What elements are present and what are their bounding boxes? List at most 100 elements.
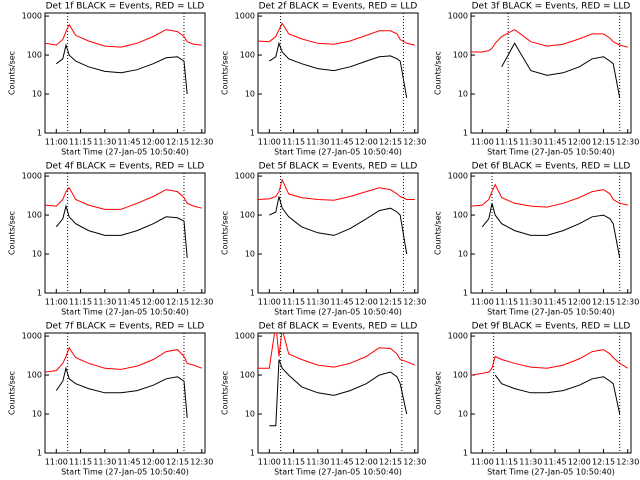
panel: 1 10 100 1000 11:00 11:15 11:30 11:45 12:00 12:15… <box>221 2 427 157</box>
y-axis-label: Counts/sec <box>8 371 17 415</box>
panel: 1 10 100 1000 11:00 11:15 11:30 11:45 12:00 12:15… <box>8 162 214 317</box>
plot-frame <box>257 172 419 294</box>
x-axis-label: Start Time (27-Jan-05 10:50:40) <box>61 308 189 317</box>
x-axis-label: Start Time (27-Jan-05 10:50:40) <box>487 308 615 317</box>
plot-lines <box>471 29 628 98</box>
x-tick-label: 12:30 <box>190 458 213 467</box>
y-tick-label: 1 <box>463 289 468 298</box>
x-tick-label: 11:30 <box>519 458 542 467</box>
x-tick-label: 12:00 <box>355 458 378 467</box>
x-tick-label: 11:30 <box>306 138 329 147</box>
panel: 1 10 100 1000 11:00 11:15 11:30 11:45 12:00 12:15… <box>434 2 640 157</box>
x-tick-label: 11:00 <box>258 138 281 147</box>
x-tick-label: 12:15 <box>592 298 615 307</box>
x-tick-label: 12:30 <box>403 138 426 147</box>
y-tick-label: 1000 <box>235 12 255 21</box>
series-line <box>471 349 629 376</box>
x-tick-label: 11:45 <box>331 138 354 147</box>
x-tick-label: 12:30 <box>403 298 426 307</box>
x-tick-label: 12:00 <box>355 298 378 307</box>
series-line <box>258 333 415 369</box>
x-tick-label: 12:00 <box>568 138 591 147</box>
x-tick-label: 11:15 <box>495 138 518 147</box>
x-axis-label: Start Time (27-Jan-05 10:50:40) <box>61 148 189 157</box>
chart-title: Det 3f BLACK = Events, RED = LLD <box>472 2 631 12</box>
x-tick-label: 12:30 <box>190 298 213 307</box>
y-tick-label: 10 <box>458 410 468 419</box>
x-tick-label: 12:15 <box>166 298 189 307</box>
y-tick-label: 100 <box>240 51 255 60</box>
plot-lines <box>45 186 202 258</box>
x-tick-label: 11:15 <box>69 138 92 147</box>
y-tick-label: 10 <box>245 410 255 419</box>
series-line <box>471 183 628 208</box>
x-tick-label: 11:00 <box>45 298 68 307</box>
panel: 1 10 100 1000 11:00 11:15 11:30 11:45 12:00 12:15… <box>434 162 640 317</box>
x-axis-label: Start Time (27-Jan-05 10:50:40) <box>274 308 402 317</box>
x-tick-label: 12:15 <box>166 138 189 147</box>
y-tick-label: 1 <box>250 289 255 298</box>
x-tick-label: 12:00 <box>355 138 378 147</box>
series-line <box>55 366 188 418</box>
series-line <box>45 23 202 48</box>
plot-frame <box>257 12 419 134</box>
x-axis-label: Start Time (27-Jan-05 10:50:40) <box>274 148 402 157</box>
chart-title: Det 1f BLACK = Events, RED = LLD <box>46 2 205 12</box>
x-tick-label: 12:15 <box>379 458 402 467</box>
series-line <box>258 178 415 201</box>
y-tick-label: 100 <box>27 371 42 380</box>
chart-title: Det 4f BLACK = Events, RED = LLD <box>46 162 205 172</box>
y-tick-label: 1000 <box>448 12 468 21</box>
y-tick-label: 1000 <box>22 332 42 341</box>
x-tick-label: 11:00 <box>45 138 68 147</box>
y-tick-label: 100 <box>240 371 255 380</box>
chart-title: Det 8f BLACK = Events, RED = LLD <box>259 322 418 332</box>
plot-frame <box>470 172 632 294</box>
x-tick-label: 11:45 <box>118 138 141 147</box>
x-tick-label: 12:00 <box>142 298 165 307</box>
x-tick-label: 12:15 <box>166 458 189 467</box>
plot-lines <box>258 22 415 98</box>
series-line <box>501 42 621 98</box>
x-tick-label: 11:30 <box>306 298 329 307</box>
x-tick-label: 11:00 <box>45 458 68 467</box>
y-axis-label: Counts/sec <box>221 211 230 255</box>
x-tick-label: 11:45 <box>331 458 354 467</box>
series-line <box>494 374 621 415</box>
panel: 1 10 100 1000 11:00 11:15 11:30 11:45 12:00 12:15… <box>8 322 214 477</box>
plot-lines <box>258 178 415 255</box>
y-tick-label: 1000 <box>448 332 468 341</box>
x-tick-label: 12:00 <box>568 458 591 467</box>
x-tick-label: 11:45 <box>118 298 141 307</box>
y-tick-label: 1000 <box>22 172 42 181</box>
x-tick-label: 12:15 <box>379 138 402 147</box>
y-tick-label: 1000 <box>22 12 42 21</box>
x-axis-label: Start Time (27-Jan-05 10:50:40) <box>487 468 615 477</box>
x-tick-label: 11:30 <box>519 298 542 307</box>
x-tick-label: 11:15 <box>282 298 305 307</box>
x-tick-label: 12:30 <box>616 298 639 307</box>
x-tick-label: 11:15 <box>69 458 92 467</box>
x-tick-label: 11:15 <box>282 458 305 467</box>
series-line <box>45 346 202 373</box>
y-axis-label: Counts/sec <box>8 211 17 255</box>
plot-frame <box>470 332 632 454</box>
x-tick-label: 12:00 <box>142 458 165 467</box>
y-tick-label: 1 <box>250 129 255 138</box>
y-tick-label: 10 <box>245 90 255 99</box>
x-tick-label: 12:30 <box>190 138 213 147</box>
y-axis-label: Counts/sec <box>221 51 230 95</box>
x-tick-label: 11:45 <box>544 138 567 147</box>
x-tick-label: 12:15 <box>592 138 615 147</box>
y-tick-label: 10 <box>245 250 255 259</box>
y-tick-label: 10 <box>32 410 42 419</box>
chart-title: Det 5f BLACK = Events, RED = LLD <box>259 162 418 172</box>
x-tick-label: 12:00 <box>568 298 591 307</box>
x-tick-label: 11:45 <box>544 458 567 467</box>
plot-frame <box>44 12 206 134</box>
x-tick-label: 11:00 <box>258 298 281 307</box>
y-tick-label: 100 <box>240 211 255 220</box>
y-tick-label: 10 <box>458 90 468 99</box>
